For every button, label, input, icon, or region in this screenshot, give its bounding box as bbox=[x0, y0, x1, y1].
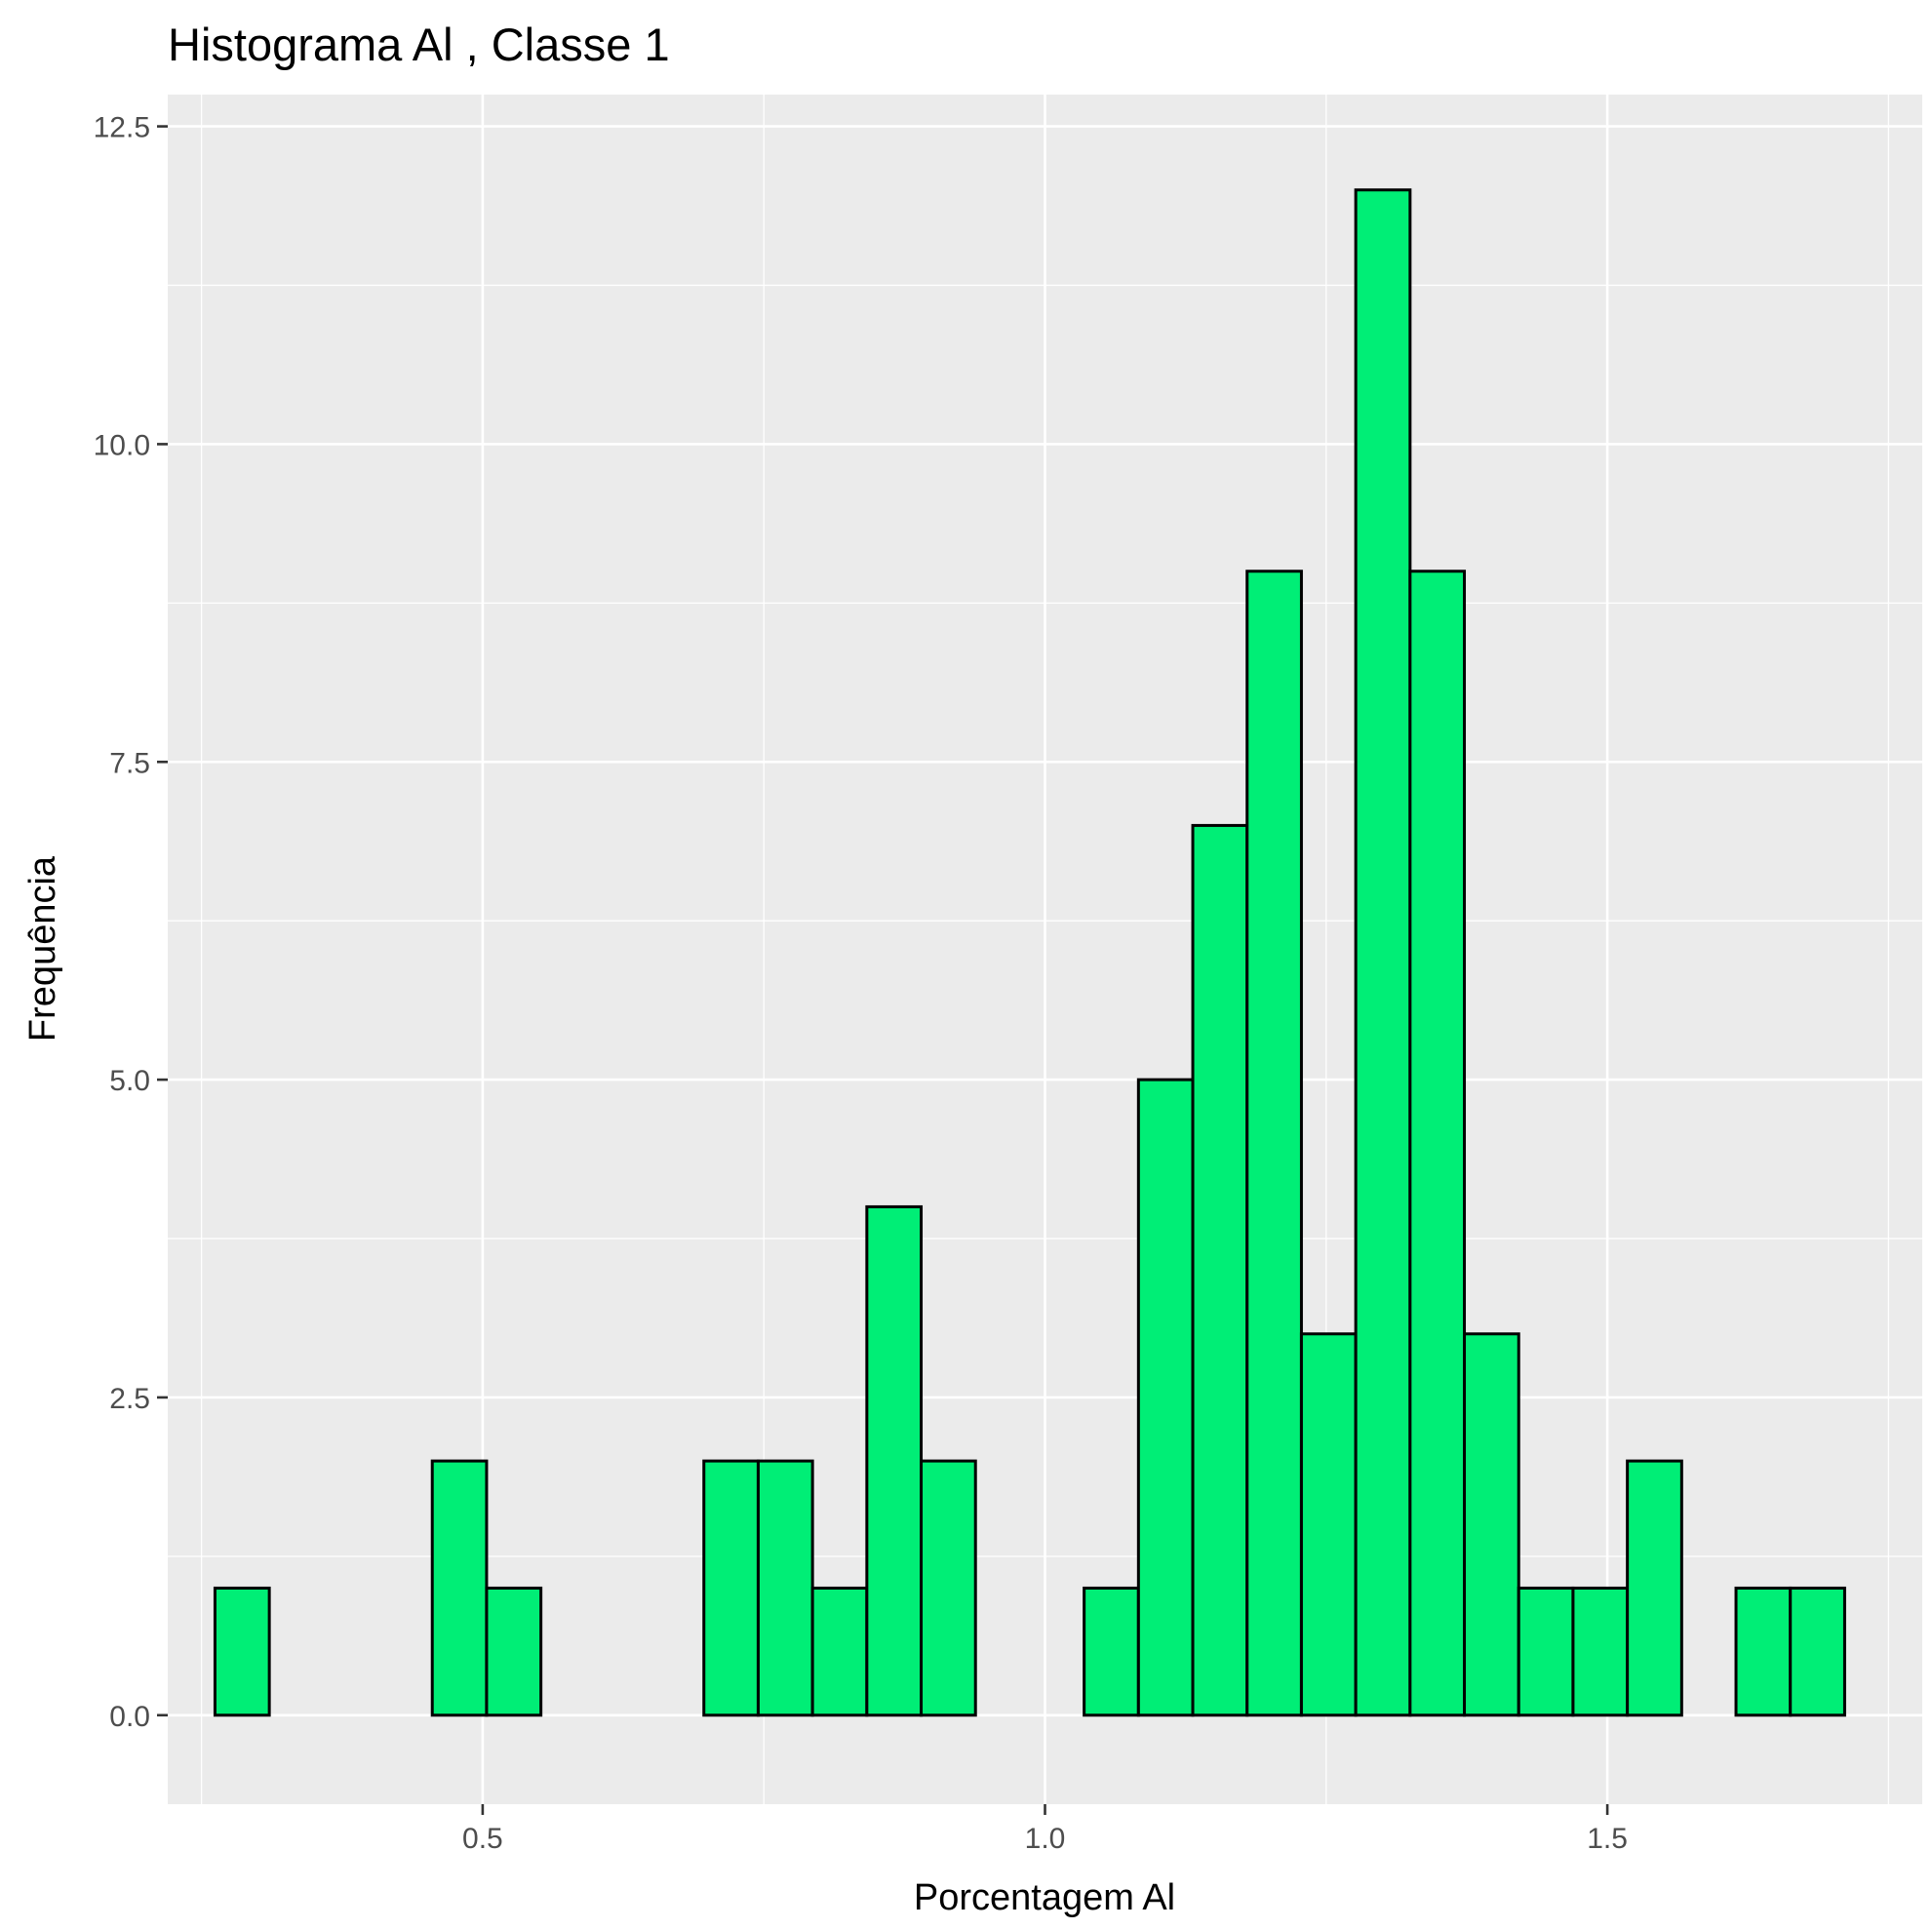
histogram-bars bbox=[213, 188, 1846, 1717]
histogram-bar-18 bbox=[1136, 1078, 1195, 1717]
histogram-bar-10 bbox=[702, 1459, 760, 1717]
histogram-bar-1 bbox=[213, 1586, 271, 1717]
histogram-bar-30 bbox=[1789, 1586, 1846, 1717]
x-tick-label: 0.5 bbox=[462, 1823, 503, 1855]
axes: 0.0 2.5 5.0 7.5 10.0 12.5 0.5 1.0 1.5 bbox=[94, 112, 1628, 1855]
y-tick-label: 2.5 bbox=[109, 1383, 150, 1415]
histogram-bar-24 bbox=[1463, 1332, 1520, 1717]
chart-title: Histograma Al , Classe 1 bbox=[168, 19, 670, 70]
histogram-bar-17 bbox=[1083, 1586, 1140, 1717]
histogram-bar-29 bbox=[1734, 1586, 1793, 1717]
x-tick-label: 1.0 bbox=[1025, 1823, 1066, 1855]
histogram-bar-12 bbox=[810, 1586, 869, 1717]
histogram-bar-23 bbox=[1408, 570, 1467, 1717]
y-tick-label: 12.5 bbox=[94, 112, 150, 144]
histogram-bar-25 bbox=[1517, 1586, 1575, 1717]
y-tick-label: 10.0 bbox=[94, 429, 150, 461]
histogram-bar-13 bbox=[865, 1204, 924, 1717]
y-axis-label: Frequência bbox=[22, 855, 63, 1042]
histogram-bar-21 bbox=[1299, 1332, 1358, 1717]
histogram-bar-6 bbox=[485, 1586, 543, 1717]
histogram-bar-11 bbox=[756, 1459, 814, 1717]
histogram-bar-26 bbox=[1571, 1586, 1630, 1717]
histogram-bar-19 bbox=[1191, 823, 1249, 1717]
histogram-bar-20 bbox=[1245, 570, 1303, 1717]
x-axis-label: Porcentagem Al bbox=[914, 1877, 1175, 1918]
y-tick-label: 0.0 bbox=[109, 1701, 150, 1733]
histogram-bar-22 bbox=[1354, 188, 1412, 1717]
histogram-bar-14 bbox=[920, 1459, 977, 1717]
x-tick-label: 1.5 bbox=[1587, 1823, 1628, 1855]
histogram-bar-5 bbox=[430, 1459, 489, 1717]
y-tick-label: 7.5 bbox=[109, 747, 150, 779]
y-tick-label: 5.0 bbox=[109, 1065, 150, 1097]
histogram-bar-27 bbox=[1626, 1459, 1683, 1717]
